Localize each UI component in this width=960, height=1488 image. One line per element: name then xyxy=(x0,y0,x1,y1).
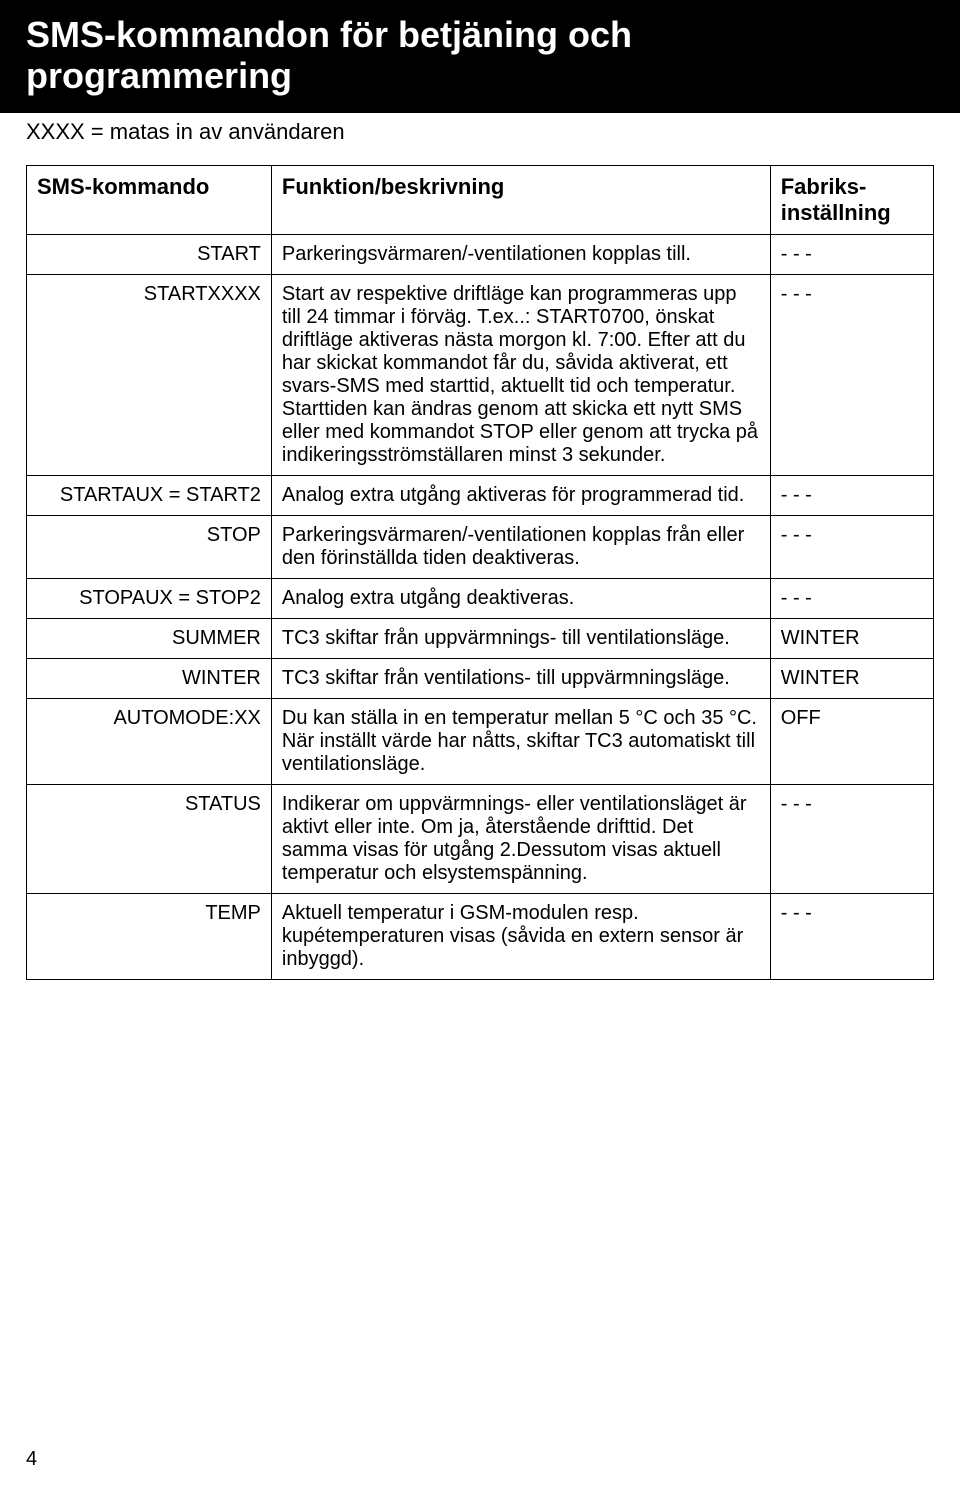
table-row: STARTXXXXStart av respektive driftläge k… xyxy=(27,274,934,475)
cell-default: - - - xyxy=(770,515,933,578)
col-header-desc: Funktion/beskrivning xyxy=(271,165,770,234)
title-line-2: programmering xyxy=(26,55,934,96)
cell-cmd: AUTOMODE:XX xyxy=(27,698,272,784)
cell-default: - - - xyxy=(770,274,933,475)
cell-cmd: STOP xyxy=(27,515,272,578)
table-row: AUTOMODE:XXDu kan ställa in en temperatu… xyxy=(27,698,934,784)
cell-desc: TC3 skiftar från uppvärmnings- till vent… xyxy=(271,618,770,658)
cell-default: - - - xyxy=(770,893,933,979)
title-line-1: SMS-kommandon för betjäning och xyxy=(26,14,934,55)
cell-desc: Indikerar om uppvärmnings- eller ventila… xyxy=(271,784,770,893)
cell-cmd: TEMP xyxy=(27,893,272,979)
subtitle: XXXX = matas in av användaren xyxy=(0,113,960,165)
cell-desc: Start av respektive driftläge kan progra… xyxy=(271,274,770,475)
col-header-cmd: SMS-kommando xyxy=(27,165,272,234)
cell-default: - - - xyxy=(770,784,933,893)
cell-cmd: SUMMER xyxy=(27,618,272,658)
cell-cmd: STARTXXXX xyxy=(27,274,272,475)
table-row: STATUSIndikerar om uppvärmnings- eller v… xyxy=(27,784,934,893)
page-number: 4 xyxy=(26,1448,37,1471)
table-row: SUMMERTC3 skiftar från uppvärmnings- til… xyxy=(27,618,934,658)
cell-desc: TC3 skiftar från ventilations- till uppv… xyxy=(271,658,770,698)
cell-desc: Parkeringsvärmaren/-ventilationen koppla… xyxy=(271,234,770,274)
table-row: WINTERTC3 skiftar från ventilations- til… xyxy=(27,658,934,698)
cell-desc: Aktuell temperatur i GSM-modulen resp. k… xyxy=(271,893,770,979)
table-row: STARTParkeringsvärmaren/-ventilationen k… xyxy=(27,234,934,274)
cell-desc: Analog extra utgång deaktiveras. xyxy=(271,578,770,618)
table-row: STOPAUX = STOP2Analog extra utgång deakt… xyxy=(27,578,934,618)
cell-desc: Analog extra utgång aktiveras för progra… xyxy=(271,475,770,515)
cell-default: - - - xyxy=(770,578,933,618)
col-header-default: Fabriks-inställning xyxy=(770,165,933,234)
cell-cmd: WINTER xyxy=(27,658,272,698)
cell-default: - - - xyxy=(770,234,933,274)
cell-cmd: STOPAUX = STOP2 xyxy=(27,578,272,618)
cell-default: OFF xyxy=(770,698,933,784)
cell-default: - - - xyxy=(770,475,933,515)
sms-commands-table: SMS-kommando Funktion/beskrivning Fabrik… xyxy=(26,165,934,980)
cell-default: WINTER xyxy=(770,618,933,658)
cell-desc: Du kan ställa in en temperatur mellan 5 … xyxy=(271,698,770,784)
page-header: SMS-kommandon för betjäning och programm… xyxy=(0,0,960,113)
table-row: STOPParkeringsvärmaren/-ventilationen ko… xyxy=(27,515,934,578)
table-row: TEMPAktuell temperatur i GSM-modulen res… xyxy=(27,893,934,979)
table-header-row: SMS-kommando Funktion/beskrivning Fabrik… xyxy=(27,165,934,234)
cell-cmd: START xyxy=(27,234,272,274)
cell-cmd: STATUS xyxy=(27,784,272,893)
cell-desc: Parkeringsvärmaren/-ventilationen koppla… xyxy=(271,515,770,578)
table-row: STARTAUX = START2Analog extra utgång akt… xyxy=(27,475,934,515)
cell-default: WINTER xyxy=(770,658,933,698)
cell-cmd: STARTAUX = START2 xyxy=(27,475,272,515)
